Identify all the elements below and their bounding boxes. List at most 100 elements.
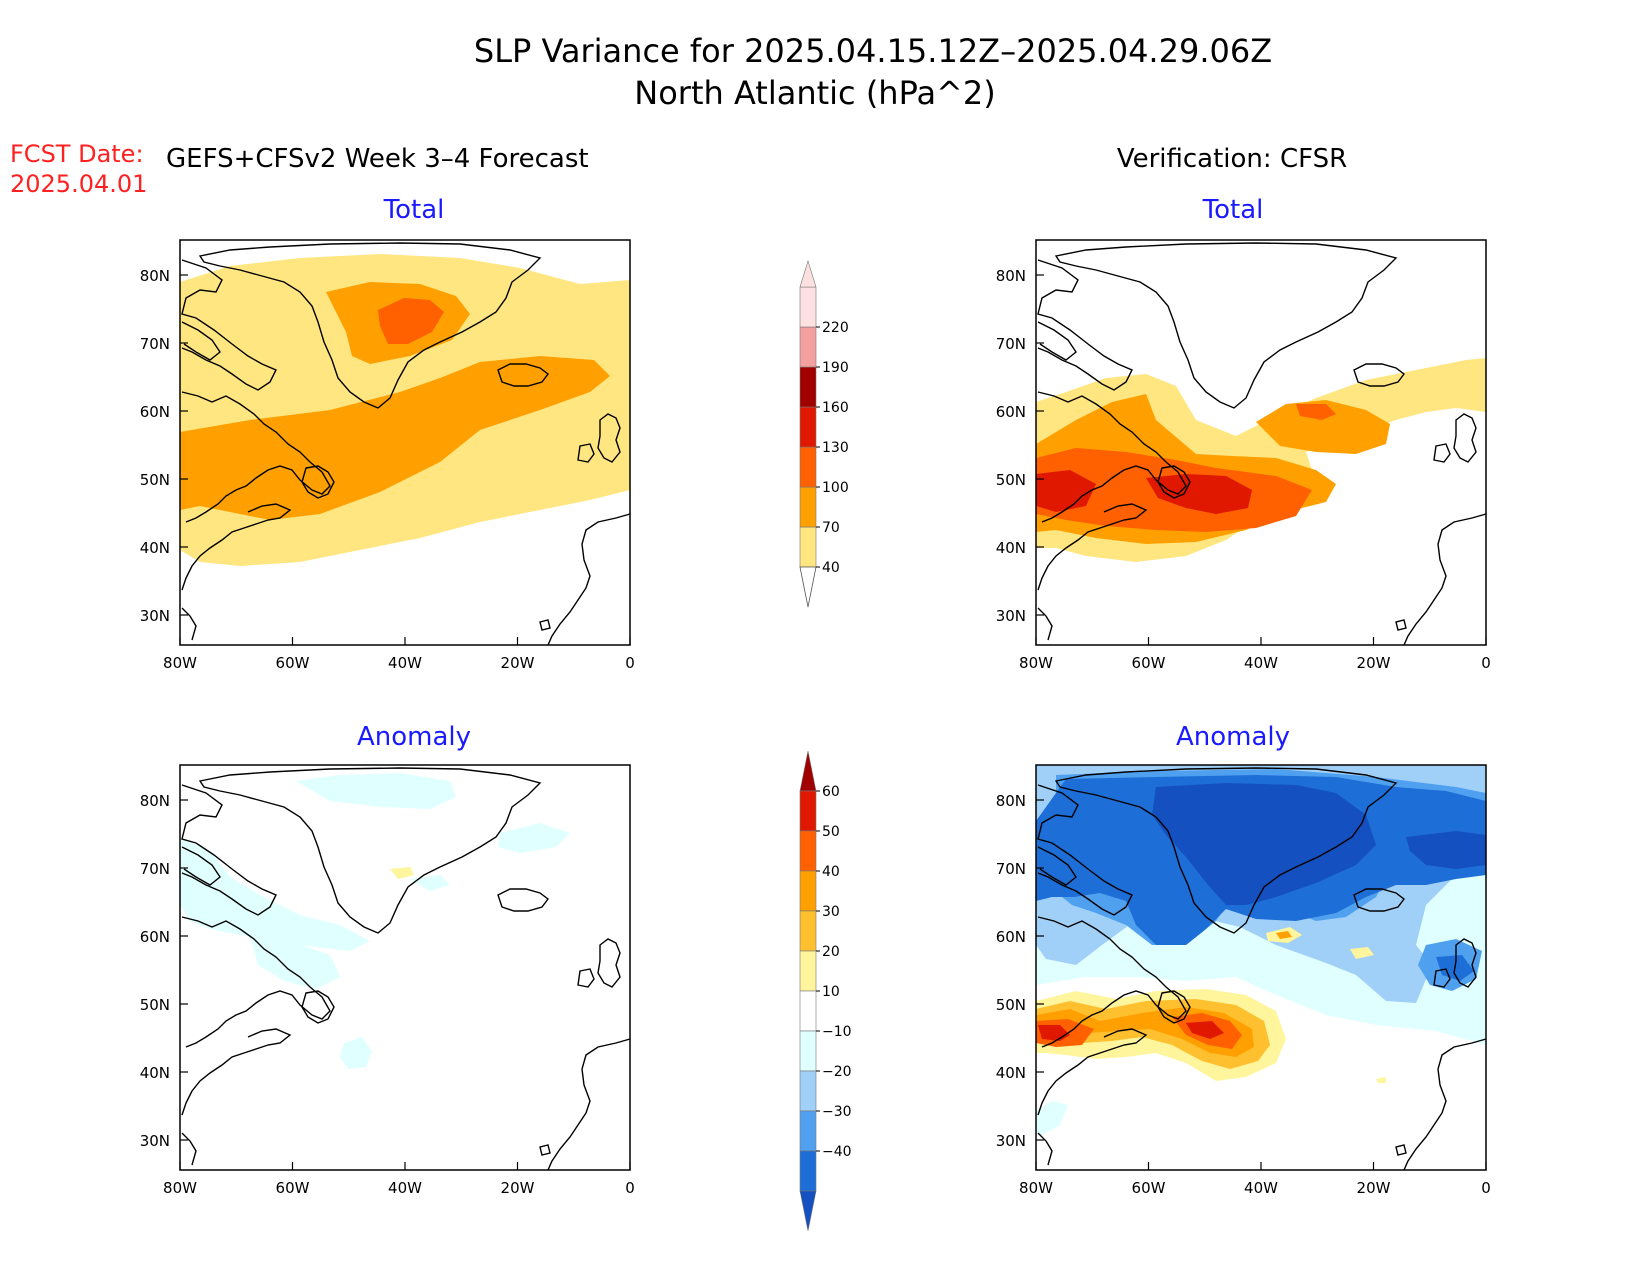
map-verification-total: 80W 60W 40W 20W 0 80N 70N 60N 50N 40N 30N xyxy=(996,239,1491,672)
lon-tick-label: 40W xyxy=(1244,1179,1278,1197)
colorbar-total-top-arrow xyxy=(799,259,817,288)
lat-tick-label: 50N xyxy=(140,471,170,489)
colorbar-anomaly-label: −20 xyxy=(822,1064,852,1080)
colorbar-anomaly-box xyxy=(799,1150,817,1192)
lat-tick-label: 80N xyxy=(140,792,170,810)
colorbar-anomaly-box xyxy=(799,1110,817,1152)
forecast-header: GEFS+CFSv2 Week 3–4 Forecast xyxy=(166,144,589,174)
lon-tick-label: 80W xyxy=(1019,1179,1053,1197)
lon-tick-label: 20W xyxy=(1357,654,1391,672)
colorbar-anomaly-label: −10 xyxy=(822,1024,852,1040)
lat-tick-label: 40N xyxy=(996,539,1026,557)
lon-tick-label: 20W xyxy=(501,654,535,672)
lat-tick-label: 50N xyxy=(140,996,170,1014)
lon-tick-label: 0 xyxy=(1481,1179,1491,1197)
colorbar-total-box xyxy=(799,366,817,408)
colorbar-anomaly-label: 30 xyxy=(822,904,840,920)
lat-tick-label: 40N xyxy=(140,539,170,557)
colorbar-anomaly-label: 50 xyxy=(822,824,840,840)
figure-title-line2: North Atlantic (hPa^2) xyxy=(634,74,995,112)
lat-tick-label: 80N xyxy=(140,267,170,285)
colorbar-anomaly-box xyxy=(799,830,817,872)
lat-tick-label: 60N xyxy=(140,403,170,421)
colorbar-total-box xyxy=(799,526,817,568)
colorbar-total-label: 130 xyxy=(822,440,849,456)
colorbar-total-box xyxy=(799,486,817,528)
shading-forecast-anomaly xyxy=(180,773,570,1069)
shading-verification-total xyxy=(1036,358,1486,562)
lon-tick-label: 40W xyxy=(1244,654,1278,672)
axis-ticks-forecast-anomaly: 80W 60W 40W 20W 0 80N 70N 60N 50N 40N 30N xyxy=(140,792,635,1197)
lat-tick-label: 60N xyxy=(996,403,1026,421)
map-verification-anomaly: 80W 60W 40W 20W 0 80N 70N 60N 50N 40N 30N xyxy=(996,764,1491,1197)
panel-title-forecast-anomaly: Anomaly xyxy=(357,722,471,752)
colorbar-anomaly-top-arrow xyxy=(799,750,817,792)
colorbar-anomaly-label: 60 xyxy=(822,784,840,800)
lat-tick-label: 80N xyxy=(996,267,1026,285)
colorbar-total-label: 70 xyxy=(822,520,840,536)
colorbar-anomaly-box xyxy=(799,910,817,952)
colorbar-anomaly-bottom-arrow xyxy=(799,1190,817,1232)
lat-tick-label: 30N xyxy=(140,607,170,625)
colorbar-anomaly: 60 50 40 30 20 10 −10 −20 −30 −40 xyxy=(799,750,852,1232)
lon-tick-label: 60W xyxy=(1132,654,1166,672)
lat-tick-label: 80N xyxy=(996,792,1026,810)
panel-title-verification-anomaly: Anomaly xyxy=(1176,722,1290,752)
lon-tick-label: 80W xyxy=(1019,654,1053,672)
colorbar-total-box xyxy=(799,286,817,328)
colorbar-anomaly-box xyxy=(799,1070,817,1112)
lon-tick-label: 60W xyxy=(276,1179,310,1197)
colorbar-total-box xyxy=(799,326,817,368)
lat-tick-label: 50N xyxy=(996,996,1026,1014)
lat-tick-label: 70N xyxy=(996,335,1026,353)
lat-tick-label: 40N xyxy=(996,1064,1026,1082)
lat-tick-label: 70N xyxy=(996,860,1026,878)
colorbar-total-label: 100 xyxy=(822,480,849,496)
lon-tick-label: 0 xyxy=(1481,654,1491,672)
lon-tick-label: 40W xyxy=(388,1179,422,1197)
lat-tick-label: 50N xyxy=(996,471,1026,489)
map-forecast-anomaly: 80W 60W 40W 20W 0 80N 70N 60N 50N 40N 30N xyxy=(140,764,635,1197)
colorbar-anomaly-box xyxy=(799,950,817,992)
shading-verification-anomaly xyxy=(1036,765,1486,1170)
colorbar-anomaly-label: 20 xyxy=(822,944,840,960)
colorbar-total-box xyxy=(799,406,817,448)
colorbar-total-label: 190 xyxy=(822,360,849,376)
lon-tick-label: 80W xyxy=(163,1179,197,1197)
panel-title-forecast-total: Total xyxy=(383,195,445,225)
lat-tick-label: 40N xyxy=(140,1064,170,1082)
map-frame-forecast-anomaly xyxy=(179,764,631,1171)
colorbar-total-box xyxy=(799,446,817,488)
lat-tick-label: 60N xyxy=(996,928,1026,946)
colorbar-total-bottom-arrow xyxy=(799,566,817,608)
colorbar-total-label: 160 xyxy=(822,400,849,416)
colorbar-anomaly-box xyxy=(799,990,817,1032)
lat-tick-label: 60N xyxy=(140,928,170,946)
colorbar-anomaly-label: 10 xyxy=(822,984,840,1000)
fcst-date-value: 2025.04.01 xyxy=(10,170,147,198)
colorbar-anomaly-label: 40 xyxy=(822,864,840,880)
axis-ticks-verification-total: 80W 60W 40W 20W 0 80N 70N 60N 50N 40N 30N xyxy=(996,267,1491,672)
axis-ticks-forecast-total: 80W 60W 40W 20W 0 80N 70N 60N 50N 40N 30N xyxy=(140,267,635,672)
lon-tick-label: 40W xyxy=(388,654,422,672)
fcst-date-label: FCST Date: xyxy=(10,140,144,168)
lon-tick-label: 60W xyxy=(1132,1179,1166,1197)
lon-tick-label: 60W xyxy=(276,654,310,672)
verification-header: Verification: CFSR xyxy=(1117,144,1347,174)
colorbar-anomaly-box xyxy=(799,870,817,912)
figure-title-line1: SLP Variance for 2025.04.15.12Z–2025.04.… xyxy=(474,32,1272,70)
lat-tick-label: 30N xyxy=(140,1132,170,1150)
colorbar-anomaly-label: −30 xyxy=(822,1104,852,1120)
lon-tick-label: 20W xyxy=(501,1179,535,1197)
map-forecast-total: 80W 60W 40W 20W 0 80N 70N 60N 50N 40N 30N xyxy=(140,239,635,672)
lat-tick-label: 70N xyxy=(140,860,170,878)
colorbar-total-label: 220 xyxy=(822,320,849,336)
colorbar-anomaly-box xyxy=(799,1030,817,1072)
colorbar-anomaly-box xyxy=(799,790,817,832)
coastline-forecast-anomaly xyxy=(181,767,631,1171)
lat-tick-label: 30N xyxy=(996,607,1026,625)
colorbar-total-label: 40 xyxy=(822,560,840,576)
lon-tick-label: 0 xyxy=(625,654,635,672)
colorbar-anomaly-label: −40 xyxy=(822,1144,852,1160)
